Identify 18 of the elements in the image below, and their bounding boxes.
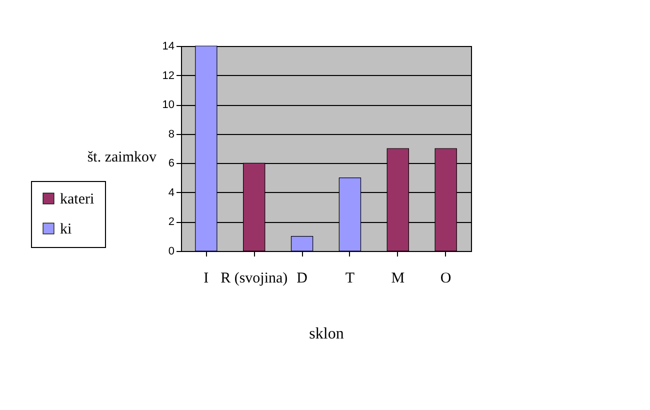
x-tick-label: O — [440, 270, 452, 286]
y-tick-label: 4 — [168, 186, 174, 199]
legend-label: kateri — [60, 192, 94, 208]
x-tick-label: R (svojina) — [220, 270, 288, 286]
y-tick-label: 8 — [168, 128, 174, 140]
x-tick-label: D — [296, 270, 308, 286]
x-axis-title: sklon — [309, 326, 344, 342]
legend-label: ki — [60, 222, 72, 238]
y-tick-label: 10 — [162, 99, 174, 112]
y-tick-label: 14 — [162, 40, 174, 52]
y-tick-label: 2 — [168, 216, 174, 228]
x-tick-label: M — [391, 270, 405, 286]
x-tick-label: I — [204, 270, 209, 286]
y-tick-label: 0 — [168, 246, 174, 258]
y-axis-title: št. zaimkov — [87, 150, 157, 166]
y-tick-label: 12 — [162, 70, 174, 82]
y-tick-label: 6 — [168, 158, 174, 170]
x-tick-label: T — [345, 270, 355, 286]
